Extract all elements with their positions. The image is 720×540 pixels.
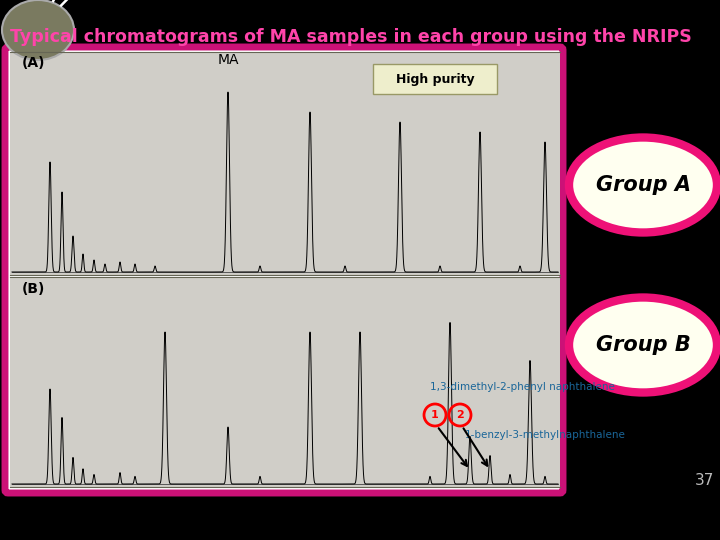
Text: 1: 1 <box>431 410 439 420</box>
Text: (B): (B) <box>22 282 45 296</box>
Ellipse shape <box>569 298 717 393</box>
Text: Group A: Group A <box>595 175 690 195</box>
Ellipse shape <box>569 138 717 233</box>
Text: 37: 37 <box>696 473 715 488</box>
Text: Group B: Group B <box>595 335 690 355</box>
Bar <box>10 52 560 275</box>
FancyBboxPatch shape <box>373 64 497 94</box>
Text: (A): (A) <box>22 56 45 70</box>
Bar <box>10 277 560 487</box>
Text: Typical chromatograms of MA samples in each group using the NRIPS: Typical chromatograms of MA samples in e… <box>10 28 692 46</box>
Text: High purity: High purity <box>396 72 474 85</box>
Text: MA: MA <box>217 53 239 67</box>
FancyBboxPatch shape <box>5 47 563 493</box>
Text: 2: 2 <box>456 410 464 420</box>
Text: 1,3-dimethyl-2-phenyl naphthalene: 1,3-dimethyl-2-phenyl naphthalene <box>430 382 615 392</box>
Text: 1-benzyl-3-methylnaphthalene: 1-benzyl-3-methylnaphthalene <box>465 430 626 440</box>
Ellipse shape <box>2 0 74 60</box>
